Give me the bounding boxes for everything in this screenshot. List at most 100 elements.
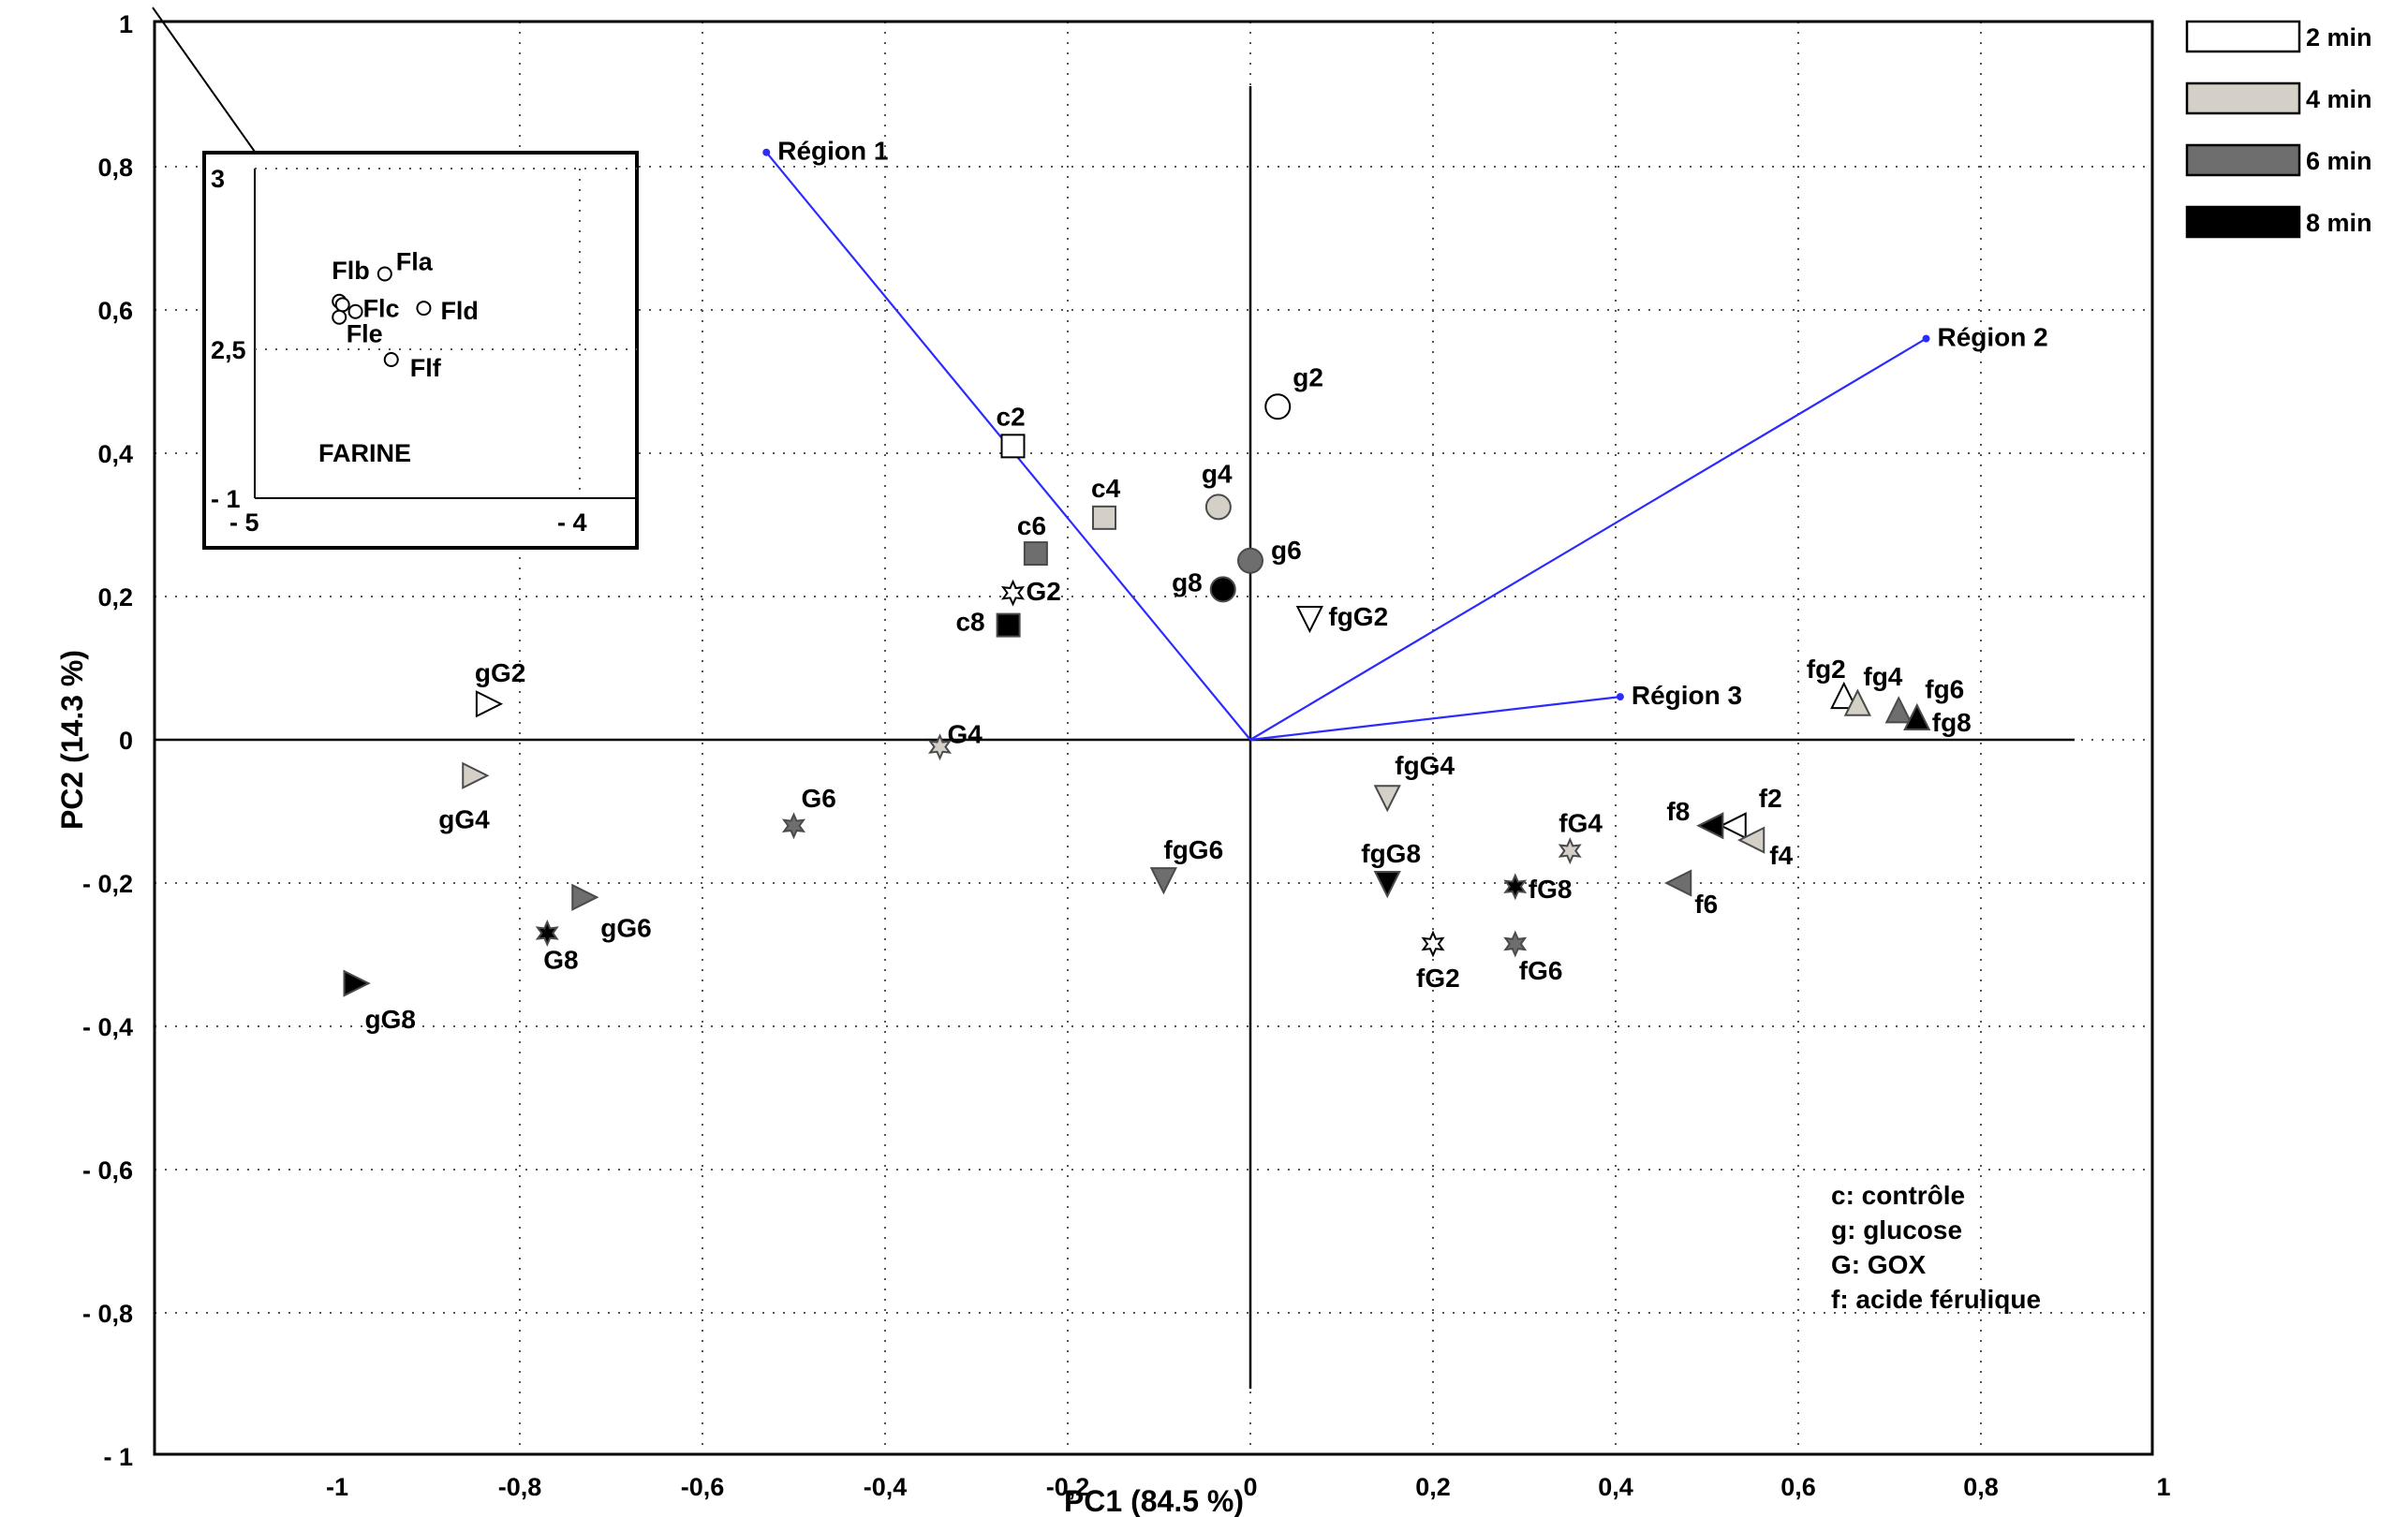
score-marker-G8 <box>535 919 559 947</box>
score-marker-g6 <box>1237 547 1263 574</box>
loading-label: Région 1 <box>777 137 888 166</box>
x-tick-label: -0,8 <box>498 1473 542 1501</box>
x-tick-label: -0,2 <box>1046 1473 1090 1501</box>
loading-label: Région 2 <box>1938 323 2048 352</box>
score-label-fG2: fG2 <box>1416 964 1460 993</box>
x-tick-label: 0,2 <box>1415 1473 1451 1501</box>
loading-vector <box>1249 696 1621 742</box>
y-tick-label: - 1 <box>103 1443 133 1471</box>
inset-marker <box>377 266 392 282</box>
legend-label: 2 min <box>2306 23 2372 52</box>
origin-axes <box>155 86 2075 1389</box>
score-marker-gG8 <box>343 969 371 997</box>
score-marker-fgG6 <box>1149 867 1177 895</box>
score-label-gG6: gG6 <box>600 913 651 942</box>
score-label-fG4: fG4 <box>1559 809 1603 838</box>
score-marker-G2 <box>1000 579 1026 607</box>
x-tick-label: -1 <box>326 1473 348 1501</box>
inset-point-label: Fla <box>396 247 434 275</box>
inset-point-label: Fld <box>440 297 479 325</box>
score-marker-fgG2 <box>1295 605 1323 634</box>
score-marker-fg8 <box>1903 702 1931 731</box>
score-label-f4: f4 <box>1769 841 1793 870</box>
score-label-G4: G4 <box>948 720 983 749</box>
score-label-fG6: fG6 <box>1519 956 1563 985</box>
inset-marker <box>383 351 399 367</box>
score-marker-f2 <box>1719 812 1747 840</box>
score-label-G8: G8 <box>543 946 578 975</box>
abbreviation-notes: c: contrôle g: glucose G: GOX f: acide f… <box>1831 1181 2041 1314</box>
score-marker-fG4 <box>1558 837 1582 865</box>
inset-point-label: Flf <box>410 354 442 382</box>
score-marker-c4 <box>1092 505 1116 530</box>
y-tick-label: - 0,2 <box>82 870 133 898</box>
score-label-c8: c8 <box>955 608 984 637</box>
score-marker-fgG4 <box>1373 785 1401 813</box>
score-label-gG4: gG4 <box>438 804 490 833</box>
y-tick-label: 0,6 <box>97 297 133 325</box>
inset-x-tick: - 4 <box>557 508 587 537</box>
inset-marker <box>334 297 350 313</box>
score-label-G2: G2 <box>1027 577 1061 606</box>
loading-endpoint <box>1922 334 1930 343</box>
score-marker-c2 <box>1000 434 1026 459</box>
score-label-fg6: fg6 <box>1925 674 1964 703</box>
score-marker-fG2 <box>1421 930 1445 958</box>
loading-label: Région 3 <box>1632 681 1742 710</box>
loading-endpoint <box>762 148 771 156</box>
x-tick-label: 1 <box>2156 1473 2170 1501</box>
y-axis-label: PC2 (14.3 %) <box>55 650 89 830</box>
note-f: f: acide férulique <box>1831 1285 2041 1314</box>
x-axis-label: PC1 (84.5 %) <box>1064 1484 1244 1517</box>
legend-swatch <box>2185 20 2301 53</box>
score-label-G6: G6 <box>802 784 836 813</box>
inset-point-label: Fle <box>347 319 383 347</box>
score-marker-fG8 <box>1503 873 1528 901</box>
score-marker-gG4 <box>462 761 490 789</box>
inset-leader-line <box>152 7 256 153</box>
score-points: c2 c4 c6 c8 g2 g4 g6 g8 G2 G4 G6 G8 gG2 gG4 gG6 gG8 fgG2… <box>343 362 1972 1034</box>
x-tick-label: -0,6 <box>681 1473 725 1501</box>
y-tick-label: - 0,4 <box>82 1013 133 1041</box>
score-marker-G6 <box>781 812 806 840</box>
y-tick-label: 1 <box>119 10 133 38</box>
loading-vectors: Région 1 Région 2 Région 3 <box>762 137 2048 742</box>
score-label-fg2: fg2 <box>1807 655 1846 684</box>
note-c: c: contrôle <box>1831 1181 1965 1210</box>
x-tick-label: 0,6 <box>1780 1473 1816 1501</box>
y-tick-label: - 0,8 <box>82 1300 133 1328</box>
y-tick-label: 0,8 <box>97 154 133 182</box>
score-label-f2: f2 <box>1759 784 1782 813</box>
score-marker-f4 <box>1737 826 1765 854</box>
legend-label: 6 min <box>2306 147 2372 175</box>
score-marker-f6 <box>1664 869 1692 897</box>
y-tick-label: - 0,6 <box>82 1156 133 1185</box>
legend-swatch <box>2185 81 2301 115</box>
score-label-c6: c6 <box>1017 511 1046 540</box>
y-tick-label: 0,4 <box>97 440 133 468</box>
flour-inset: FARINE 3 2,5 - 1- 5 - 4 Fla Flb Flc Fld Fle Flf <box>152 7 639 550</box>
score-label-fgG4: fgG4 <box>1395 751 1455 780</box>
inset-x-tick: - 5 <box>229 508 259 537</box>
score-label-f6: f6 <box>1694 890 1718 919</box>
legend-swatch <box>2185 205 2301 239</box>
score-marker-f8 <box>1696 812 1724 840</box>
score-label-fg8: fg8 <box>1932 708 1972 737</box>
tick-labels: -1 -0,8 -0,6 -0,4 -0,2 0 0,2 0,4 0,6 0,8 1 1 0,8 0,6 0… <box>82 10 2171 1501</box>
legend-swatch <box>2185 143 2301 177</box>
inset-marker <box>347 303 363 319</box>
score-marker-g4 <box>1204 493 1232 521</box>
score-label-g2: g2 <box>1293 362 1323 391</box>
score-marker-g8 <box>1209 576 1236 603</box>
inset-point-label: Flb <box>332 257 370 285</box>
loading-endpoint <box>1616 693 1624 701</box>
plot-frame <box>153 20 2154 1456</box>
score-label-fgG2: fgG2 <box>1328 602 1388 631</box>
legend-label: 8 min <box>2306 209 2372 237</box>
score-label-fG8: fG8 <box>1529 875 1573 904</box>
inset-y-tick: - 1 <box>211 485 241 513</box>
x-tick-label: 0,8 <box>1963 1473 1999 1501</box>
score-marker-G4 <box>927 733 953 761</box>
loading-vector <box>1249 337 1928 741</box>
